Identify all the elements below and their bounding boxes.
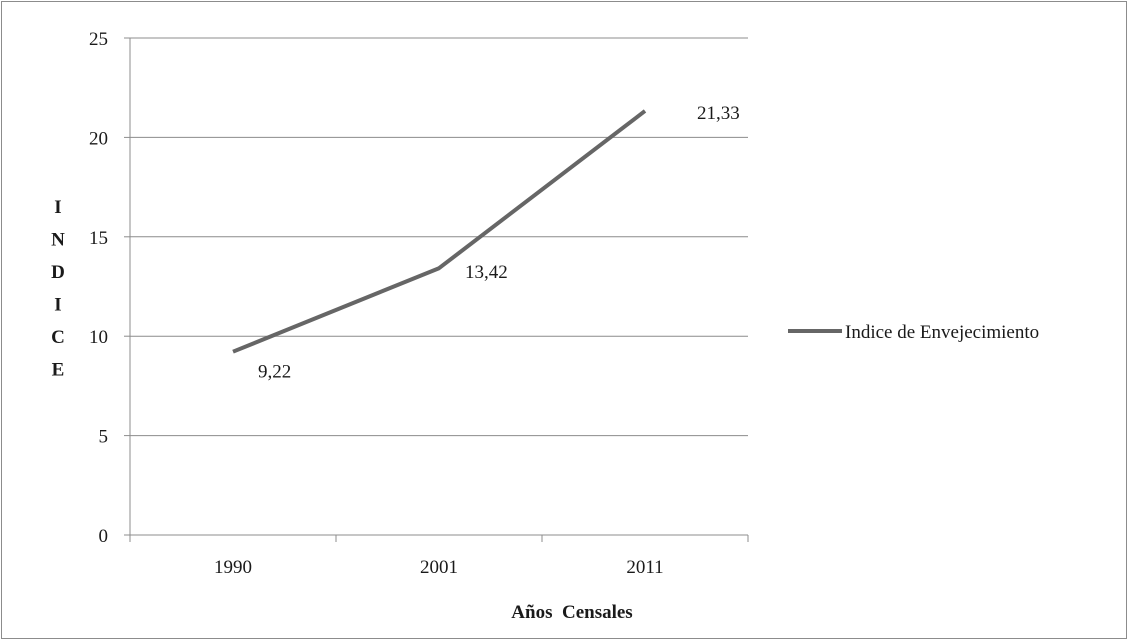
gridlines [130, 38, 748, 436]
y-axis-title-letter: D [51, 262, 65, 283]
y-tick-label: 10 [89, 327, 108, 348]
y-axis-title-letter: C [51, 327, 65, 348]
y-tick-label: 15 [89, 228, 108, 249]
data-labels: 9,22 13,42 21,33 [258, 103, 740, 383]
y-tick-label: 25 [89, 29, 108, 50]
y-tick-labels: 0 5 10 15 20 25 [89, 29, 108, 547]
x-axis-title: Años Censales [511, 602, 632, 623]
data-label: 21,33 [697, 103, 740, 124]
x-tick-labels: 1990 2001 2011 [214, 557, 664, 578]
axes [124, 38, 748, 542]
y-tick-label: 5 [99, 427, 109, 448]
legend-label: Indice de Envejecimiento [845, 322, 1039, 343]
y-axis-title-letter: I [54, 295, 61, 316]
legend: Indice de Envejecimiento [788, 322, 1039, 343]
data-label: 9,22 [258, 362, 291, 383]
x-tick-label: 2011 [626, 557, 663, 578]
y-axis-title-letter: E [52, 360, 65, 381]
y-tick-label: 0 [99, 526, 109, 547]
y-axis-title-letter: I [54, 197, 61, 218]
series-line [233, 111, 645, 352]
data-label: 13,42 [465, 262, 508, 283]
y-tick-label: 20 [89, 128, 108, 149]
y-axis-title-letter: N [51, 230, 65, 251]
x-tick-label: 2001 [420, 557, 458, 578]
series-group [233, 111, 645, 352]
x-tick-label: 1990 [214, 557, 252, 578]
